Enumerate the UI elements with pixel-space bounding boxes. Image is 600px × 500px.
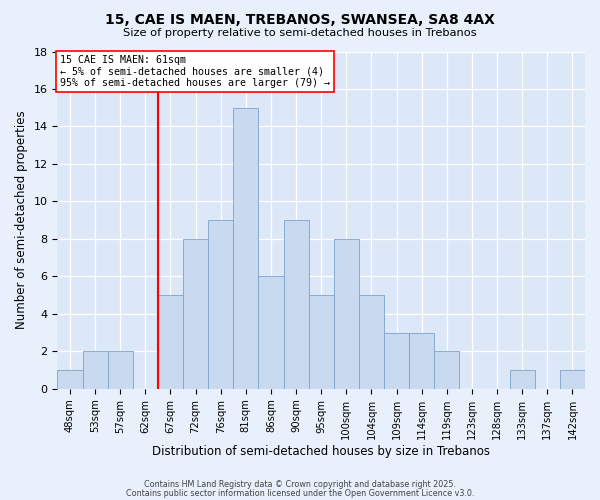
Bar (359, 295, 384, 389)
Bar (259, 276, 284, 389)
Bar (409, 332, 434, 389)
Bar (107, 352, 133, 389)
Bar (83, 352, 107, 389)
Bar (334, 239, 359, 389)
Text: Size of property relative to semi-detached houses in Trebanos: Size of property relative to semi-detach… (123, 28, 477, 38)
Bar (560, 370, 585, 389)
Text: Contains public sector information licensed under the Open Government Licence v3: Contains public sector information licen… (126, 488, 474, 498)
Bar (384, 332, 409, 389)
Bar (284, 220, 308, 389)
Text: 15 CAE IS MAEN: 61sqm
← 5% of semi-detached houses are smaller (4)
95% of semi-d: 15 CAE IS MAEN: 61sqm ← 5% of semi-detac… (60, 55, 330, 88)
Bar (434, 352, 460, 389)
Text: 15, CAE IS MAEN, TREBANOS, SWANSEA, SA8 4AX: 15, CAE IS MAEN, TREBANOS, SWANSEA, SA8 … (105, 12, 495, 26)
Bar (158, 295, 183, 389)
Text: Contains HM Land Registry data © Crown copyright and database right 2025.: Contains HM Land Registry data © Crown c… (144, 480, 456, 489)
Bar (233, 108, 259, 389)
Bar (509, 370, 535, 389)
Bar (208, 220, 233, 389)
Bar (58, 370, 83, 389)
Bar (183, 239, 208, 389)
X-axis label: Distribution of semi-detached houses by size in Trebanos: Distribution of semi-detached houses by … (152, 444, 490, 458)
Bar (308, 295, 334, 389)
Y-axis label: Number of semi-detached properties: Number of semi-detached properties (15, 111, 28, 330)
